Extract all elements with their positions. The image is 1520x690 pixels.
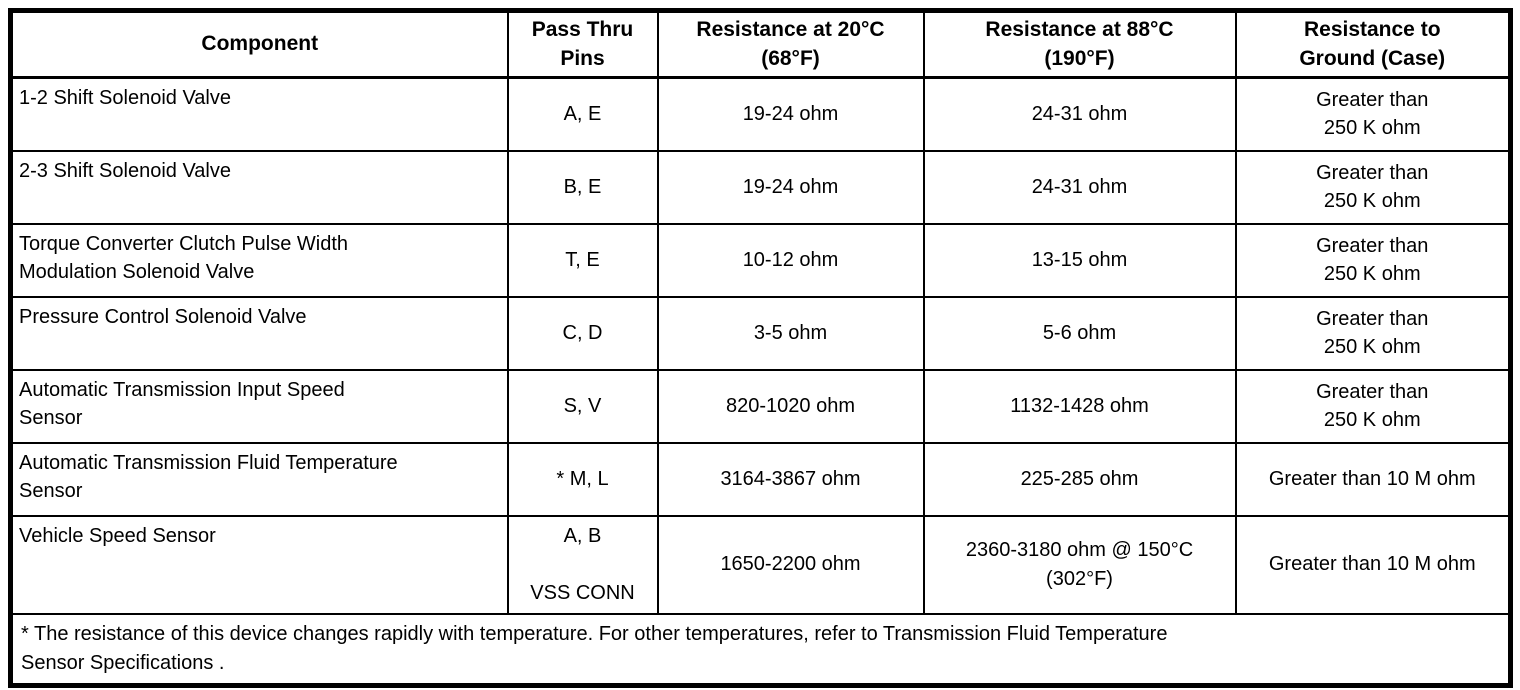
resistance-20c-cell: 820-1020 ohm <box>656 368 925 444</box>
resistance-88c-cell: 225-285 ohm <box>922 441 1237 517</box>
resistance-ground-cell: Greater than 250 K ohm <box>1234 368 1512 444</box>
pass-thru-pins-cell: B, E <box>506 149 659 225</box>
resistance-ground-cell: Greater than 250 K ohm <box>1234 222 1512 298</box>
footnote-row: * The resistance of this device changes … <box>9 612 1512 687</box>
resistance-88c-cell: 1132-1428 ohm <box>922 368 1237 444</box>
resistance-20c-cell: 10-12 ohm <box>656 222 925 298</box>
pass-thru-pins-cell: A, B VSS CONN <box>506 514 659 615</box>
column-header-resistance-ground: Resistance to Ground (Case) <box>1234 9 1512 79</box>
component-cell: Automatic Transmission Fluid Temperature… <box>9 441 509 517</box>
resistance-88c-cell: 2360-3180 ohm @ 150°C (302°F) <box>922 514 1237 615</box>
table-row: Pressure Control Solenoid Valve C, D 3-5… <box>9 295 1512 371</box>
table-row: Automatic Transmission Fluid Temperature… <box>9 441 1512 517</box>
resistance-20c-cell: 3164-3867 ohm <box>656 441 925 517</box>
resistance-88c-cell: 24-31 ohm <box>922 149 1237 225</box>
column-header-pass-thru-pins: Pass Thru Pins <box>506 9 659 79</box>
pass-thru-pins-cell: S, V <box>506 368 659 444</box>
footnote: * The resistance of this device changes … <box>9 612 1512 687</box>
resistance-20c-cell: 1650-2200 ohm <box>656 514 925 615</box>
component-cell: Pressure Control Solenoid Valve <box>9 295 509 371</box>
resistance-20c-cell: 19-24 ohm <box>656 149 925 225</box>
header-row: Component Pass Thru Pins Resistance at 2… <box>9 9 1512 79</box>
component-cell: 1-2 Shift Solenoid Valve <box>9 76 509 152</box>
resistance-ground-cell: Greater than 250 K ohm <box>1234 149 1512 225</box>
column-header-resistance-20c: Resistance at 20°C (68°F) <box>656 9 925 79</box>
component-cell: Automatic Transmission Input Speed Senso… <box>9 368 509 444</box>
resistance-ground-cell: Greater than 10 M ohm <box>1234 514 1512 615</box>
resistance-ground-cell: Greater than 10 M ohm <box>1234 441 1512 517</box>
component-cell: 2-3 Shift Solenoid Valve <box>9 149 509 225</box>
column-header-resistance-88c: Resistance at 88°C (190°F) <box>922 9 1237 79</box>
column-header-component: Component <box>9 9 509 79</box>
component-cell: Vehicle Speed Sensor <box>9 514 509 615</box>
table-row: Torque Converter Clutch Pulse Width Modu… <box>9 222 1512 298</box>
resistance-ground-cell: Greater than 250 K ohm <box>1234 295 1512 371</box>
resistance-88c-cell: 24-31 ohm <box>922 76 1237 152</box>
resistance-20c-cell: 3-5 ohm <box>656 295 925 371</box>
resistance-spec-table: Component Pass Thru Pins Resistance at 2… <box>8 8 1513 688</box>
pass-thru-pins-cell: * M, L <box>506 441 659 517</box>
pass-thru-pins-cell: C, D <box>506 295 659 371</box>
resistance-ground-cell: Greater than 250 K ohm <box>1234 76 1512 152</box>
pass-thru-pins-cell: A, E <box>506 76 659 152</box>
component-cell: Torque Converter Clutch Pulse Width Modu… <box>9 222 509 298</box>
table-row: Automatic Transmission Input Speed Senso… <box>9 368 1512 444</box>
pass-thru-pins-cell: T, E <box>506 222 659 298</box>
resistance-88c-cell: 5-6 ohm <box>922 295 1237 371</box>
resistance-20c-cell: 19-24 ohm <box>656 76 925 152</box>
table-row: 1-2 Shift Solenoid Valve A, E 19-24 ohm … <box>9 76 1512 152</box>
table-row: 2-3 Shift Solenoid Valve B, E 19-24 ohm … <box>9 149 1512 225</box>
resistance-88c-cell: 13-15 ohm <box>922 222 1237 298</box>
table-row: Vehicle Speed Sensor A, B VSS CONN 1650-… <box>9 514 1512 615</box>
